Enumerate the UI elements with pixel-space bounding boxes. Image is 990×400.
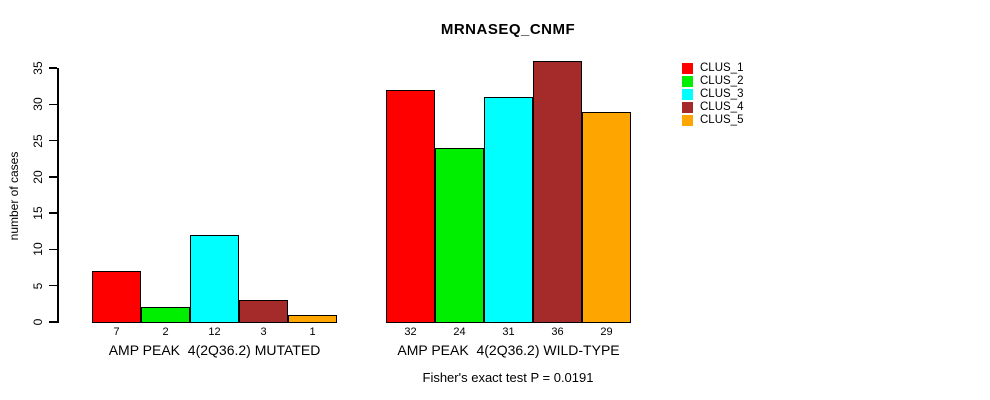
legend-row-clus-1: CLUS_1 xyxy=(682,62,772,75)
legend-label-clus-3: CLUS_3 xyxy=(700,88,744,100)
chart-title: MRNASEQ_CNMF xyxy=(440,21,576,38)
y-tick-mark xyxy=(49,321,57,323)
bar-clus-4-group1 xyxy=(239,300,288,323)
bar-value-label: 29 xyxy=(600,326,613,338)
legend-row-clus-3: CLUS_3 xyxy=(682,88,772,101)
legend-row-clus-2: CLUS_2 xyxy=(682,75,772,88)
y-tick-label: 20 xyxy=(31,170,45,184)
y-tick-label: 5 xyxy=(31,282,45,290)
y-tick-mark xyxy=(49,284,57,287)
y-tick-label: 30 xyxy=(31,97,45,111)
y-tick-label: 10 xyxy=(31,242,45,257)
legend-label-clus-1: CLUS_1 xyxy=(700,62,744,74)
bar-clus-5-group1 xyxy=(288,314,337,323)
group-axis-label: AMP PEAK 4(2Q36.2) WILD-TYPE xyxy=(397,342,620,358)
bar-value-label: 36 xyxy=(551,326,564,338)
bar-clus-4-group2 xyxy=(533,60,582,323)
bar-clus-2-group2 xyxy=(435,147,484,323)
y-tick-mark xyxy=(49,67,57,69)
legend-row-clus-4: CLUS_4 xyxy=(682,101,772,114)
legend-label-clus-5: CLUS_5 xyxy=(700,114,744,126)
legend-swatch-clus-4 xyxy=(682,102,693,113)
legend-swatch-clus-3 xyxy=(682,89,693,100)
legend-row-clus-5: CLUS_5 xyxy=(682,114,772,127)
bar-clus-5-group2 xyxy=(582,111,631,323)
bar-value-label: 3 xyxy=(260,326,267,338)
y-tick-mark xyxy=(49,212,57,214)
y-tick-label: 35 xyxy=(31,61,45,75)
bar-clus-3-group2 xyxy=(484,97,533,323)
y-tick-label: 25 xyxy=(31,133,45,148)
bar-value-label: 32 xyxy=(404,326,417,338)
y-tick-mark xyxy=(49,176,57,178)
bar-value-label: 31 xyxy=(502,326,515,338)
bar-value-label: 1 xyxy=(309,326,316,338)
legend-swatch-clus-5 xyxy=(682,115,693,126)
bar-clus-1-group2 xyxy=(386,89,435,323)
footnote-pvalue: Fisher's exact test P = 0.0191 xyxy=(422,370,594,385)
y-tick-mark xyxy=(49,103,57,106)
bar-value-label: 2 xyxy=(162,326,169,338)
bar-value-label: 24 xyxy=(453,326,466,338)
bar-clus-3-group1 xyxy=(190,234,239,323)
bar-value-label: 12 xyxy=(208,326,221,338)
legend-label-clus-2: CLUS_2 xyxy=(700,75,744,87)
legend-swatch-clus-2 xyxy=(682,76,693,87)
bar-clus-2-group1 xyxy=(141,307,190,323)
y-tick-mark xyxy=(49,139,57,142)
bar-value-label: 7 xyxy=(113,326,120,338)
legend-label-clus-4: CLUS_4 xyxy=(700,101,744,113)
y-tick-label: 15 xyxy=(31,206,45,220)
y-tick-label: 0 xyxy=(31,318,45,326)
legend-swatch-clus-1 xyxy=(682,63,693,74)
bar-clus-1-group1 xyxy=(92,271,141,323)
y-axis-line xyxy=(57,68,59,323)
group-axis-label: AMP PEAK 4(2Q36.2) MUTATED xyxy=(108,342,321,358)
y-tick-mark xyxy=(49,248,57,251)
